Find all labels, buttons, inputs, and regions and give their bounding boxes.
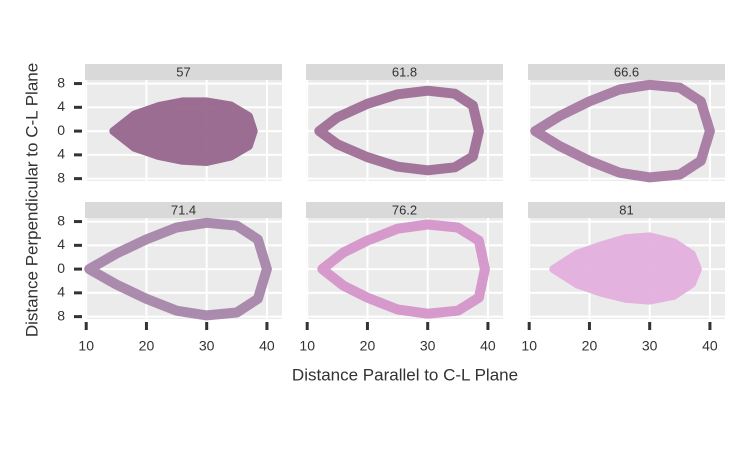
y-tick-label: 0	[57, 122, 65, 138]
y-tick-label: 8	[57, 212, 65, 228]
x-tick-label: 10	[78, 338, 94, 354]
strip	[528, 202, 725, 218]
x-tick-label: 10	[299, 338, 315, 354]
strip	[528, 64, 725, 80]
x-tick-label: 40	[702, 338, 718, 354]
x-tick-label: 10	[521, 338, 537, 354]
y-tick-label: 8	[57, 74, 65, 90]
facet-title: 66.6	[614, 64, 639, 79]
strip	[306, 202, 503, 218]
strip	[306, 64, 503, 80]
y-axis-title: Distance Perpendicular to C-L Plane	[22, 63, 41, 337]
x-tick-label: 30	[642, 338, 658, 354]
point-cloud	[549, 232, 702, 305]
y-tick-label: 4	[57, 146, 65, 162]
facet-title: 76.2	[392, 202, 417, 217]
x-tick-label: 40	[480, 338, 496, 354]
point-cloud	[317, 219, 490, 319]
facet-title: 71.4	[171, 202, 196, 217]
x-tick-label: 20	[139, 338, 155, 354]
x-tick-label: 20	[582, 338, 598, 354]
x-tick-label: 40	[259, 338, 275, 354]
x-axis-title: Distance Parallel to C-L Plane	[292, 365, 518, 384]
y-tick-label: 0	[57, 260, 65, 276]
x-tick-label: 30	[420, 338, 436, 354]
facet-title: 81	[619, 202, 633, 217]
facet-title: 61.8	[392, 64, 417, 79]
point-cloud	[530, 79, 715, 183]
x-tick-label: 20	[360, 338, 376, 354]
facet-title: 57	[176, 64, 190, 79]
point-cloud	[314, 85, 484, 176]
y-tick-label: 8	[57, 307, 65, 323]
x-tick-label: 30	[199, 338, 215, 354]
strip	[85, 64, 282, 80]
strip	[85, 202, 282, 218]
y-tick-label: 8	[57, 169, 65, 185]
point-cloud	[84, 217, 272, 321]
y-tick-label: 4	[57, 236, 65, 252]
y-tick-label: 4	[57, 284, 65, 300]
point-cloud	[109, 97, 258, 166]
y-tick-label: 4	[57, 98, 65, 114]
